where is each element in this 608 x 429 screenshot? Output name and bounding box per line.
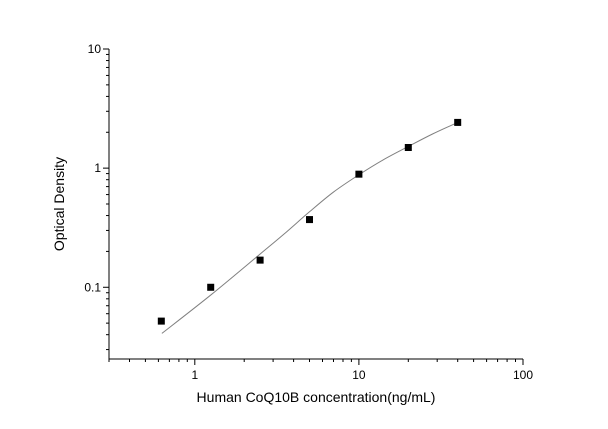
y-tick-label: 1: [94, 161, 101, 175]
data-points-layer: [157, 118, 462, 325]
fit-curve-layer: [161, 121, 458, 334]
data-point: [157, 317, 165, 325]
x-axis-title: Human CoQ10B concentration(ng/mL): [197, 389, 436, 405]
fit-curve: [161, 121, 458, 334]
data-point: [256, 256, 264, 264]
y-tick-label: 0.1: [84, 280, 101, 294]
data-point: [306, 216, 314, 224]
y-axis-title: Optical Density: [51, 157, 67, 251]
data-point: [404, 144, 412, 152]
data-point: [207, 283, 215, 291]
data-point: [355, 170, 363, 178]
axes: 1 10 100 0.1 1 10: [84, 42, 533, 382]
x-tick-label: 10: [352, 368, 366, 382]
x-tick-label: 100: [513, 368, 533, 382]
data-point: [454, 118, 462, 126]
x-tick-label: 1: [191, 368, 198, 382]
y-tick-label: 10: [88, 42, 102, 56]
